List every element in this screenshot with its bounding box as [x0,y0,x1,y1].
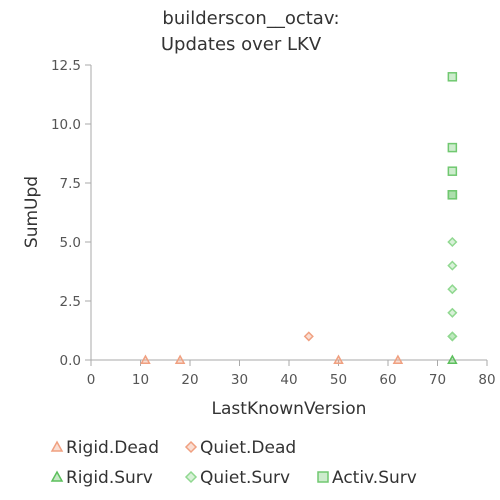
point-activ-surv [447,166,458,176]
point-activ-surv [447,142,458,153]
x-tick-label: 20 [181,372,198,388]
y-tick-label: 0.0 [60,353,81,369]
legend-item-quiet-surv: Quiet.Surv [184,468,290,488]
chart-title-line-2: Updates over LKV [161,34,322,55]
point-activ-surv [447,190,458,200]
legend-marker-rigid-surv [50,470,64,482]
point-quiet-surv [447,307,458,318]
legend-label-rigid-dead: Rigid.Dead [66,438,159,458]
point-rigid-dead [333,354,344,364]
legend-item-quiet-dead: Quiet.Dead [184,438,296,458]
legend: Rigid.Dead Quiet.Dead Rigid.Surv Quiet.Surv… [50,438,417,488]
y-axis-title: SumUpd [22,176,42,248]
x-tick-label: 10 [132,372,149,388]
x-tick-label: 0 [87,372,96,388]
point-quiet-surv [447,260,458,271]
x-tick-label: 50 [330,372,347,388]
y-tick-label: 10.0 [51,117,81,133]
legend-marker-quiet-surv [184,470,198,484]
point-quiet-surv [447,331,458,342]
legend-marker-rigid-dead [50,440,64,452]
y-tick-label: 7.5 [60,176,81,192]
legend-marker-quiet-dead [184,440,198,454]
x-tick-label: 40 [280,372,297,388]
x-tick-label: 70 [429,372,446,388]
point-rigid-surv [447,354,458,364]
data-points [140,72,458,364]
legend-item-rigid-surv: Rigid.Surv [50,468,153,488]
chart-title-line-1: builderscon__octav: [162,8,339,29]
point-rigid-dead [174,354,186,364]
y-tick-label: 5.0 [60,235,81,251]
legend-marker-activ-surv [317,471,329,483]
x-tick-label: 60 [379,372,396,388]
point-quiet-surv [447,236,458,248]
x-tick-label: 30 [231,372,248,388]
x-tick-label: 80 [478,372,495,388]
point-activ-surv [447,72,458,82]
x-axis-title: LastKnownVersion [212,399,367,419]
legend-label-rigid-surv: Rigid.Surv [66,468,153,488]
point-quiet-surv [447,284,458,295]
point-rigid-dead [140,354,151,364]
legend-label-quiet-dead: Quiet.Dead [200,438,296,458]
point-quiet-dead [303,331,314,342]
legend-item-rigid-dead: Rigid.Dead [50,438,159,458]
axes: 0 10 20 30 40 50 60 70 80 0.0 2.5 5.0 7.5 10.0 12.5 [51,58,496,388]
point-rigid-dead [392,354,404,364]
legend-label-activ-surv: Activ.Surv [332,468,417,488]
legend-label-quiet-surv: Quiet.Surv [200,468,290,488]
y-tick-label: 2.5 [60,294,81,310]
y-tick-label: 12.5 [51,58,81,74]
legend-item-activ-surv: Activ.Surv [317,468,417,488]
